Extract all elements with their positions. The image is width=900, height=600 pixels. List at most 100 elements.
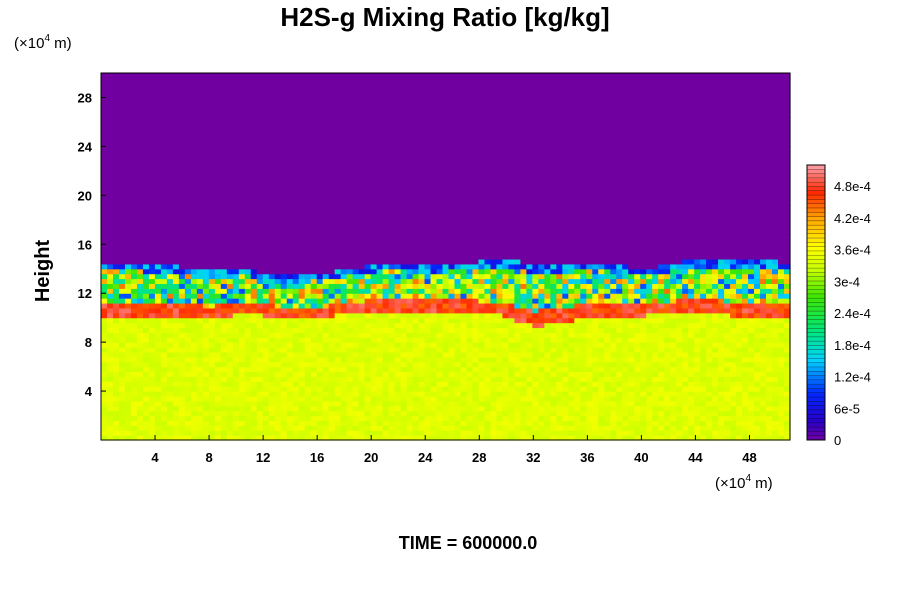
heatmap-cell [184,410,192,417]
heatmap-cell [316,121,324,128]
heatmap-cell [322,224,330,231]
heatmap-cell [334,430,342,436]
heatmap-cell [448,322,456,329]
heatmap-cell [418,229,426,236]
heatmap-cell [472,151,480,157]
heatmap-cell [412,244,420,250]
heatmap-cell [226,395,234,402]
heatmap-cell [292,82,300,89]
heatmap-cell [370,117,378,123]
heatmap-cell [280,371,288,377]
heatmap-cell [124,322,132,329]
heatmap-cell [472,249,480,255]
heatmap-cell [190,161,198,167]
heatmap-cell [430,342,438,348]
heatmap-cell [184,102,192,108]
heatmap-cell [202,293,210,299]
heatmap-cell [166,342,174,348]
heatmap-cell [388,366,396,373]
heatmap-cell [286,366,294,373]
heatmap-cell [250,371,258,377]
heatmap-cell [490,239,498,245]
heatmap-cell [148,268,156,275]
heatmap-cell [316,214,324,221]
heatmap-cell [358,366,366,373]
heatmap-cell [436,239,444,245]
heatmap-cell [478,337,486,343]
heatmap-cell [466,161,474,167]
heatmap-cell [418,347,426,353]
heatmap-cell [346,219,354,226]
heatmap-cell [346,351,354,358]
heatmap-cell [370,126,378,133]
heatmap-cell [298,239,306,245]
heatmap-cell [406,395,414,402]
heatmap-cell [244,293,252,299]
heatmap-cell [130,244,138,250]
heatmap-cell [244,415,252,422]
heatmap-cell [274,156,282,162]
heatmap-cell [142,386,150,392]
heatmap-cell [460,200,468,206]
heatmap-cell [292,327,300,333]
heatmap-cell [160,190,168,196]
heatmap-cell [346,112,354,118]
heatmap-cell [202,298,210,304]
heatmap-cell [490,126,498,133]
heatmap-cell [160,258,168,265]
heatmap-cell [280,351,288,358]
heatmap-cell [286,356,294,363]
heatmap-cell [101,337,108,343]
heatmap-cell [118,97,126,103]
heatmap-cell [178,121,186,128]
heatmap-cell [436,249,444,255]
heatmap-cell [112,175,120,182]
heatmap-cell [226,170,234,177]
heatmap-cell [280,317,288,324]
heatmap-cell [208,254,216,260]
heatmap-cell [454,322,462,329]
heatmap-cell [352,141,360,147]
heatmap-cell [304,249,312,255]
heatmap-cell [286,425,294,431]
heatmap-cell [166,317,174,324]
heatmap-cell [106,112,114,118]
heatmap-cell [142,136,150,143]
heatmap-cell [208,415,216,422]
heatmap-cell [478,317,486,324]
heatmap-cell [358,239,366,245]
heatmap-cell [490,430,498,436]
heatmap-cell [130,180,138,187]
heatmap-cell [178,112,186,118]
heatmap-cell [190,351,198,358]
heatmap-cell [262,161,270,167]
heatmap-cell [250,400,258,407]
heatmap-cell [292,239,300,245]
heatmap-cell [394,210,402,216]
heatmap-cell [292,92,300,99]
heatmap-cell [478,200,486,206]
heatmap-cell [316,205,324,211]
heatmap-cell [394,214,402,221]
heatmap-cell [130,376,138,382]
heatmap-cell [172,77,180,84]
heatmap-cell [382,77,390,84]
heatmap-cell [316,366,324,373]
heatmap-cell [442,229,450,236]
heatmap-cell [346,210,354,216]
heatmap-cell [496,258,504,265]
heatmap-cell [346,376,354,382]
heatmap-cell [346,107,354,113]
heatmap-cell [286,327,294,333]
heatmap-cell [496,430,504,436]
heatmap-cell [472,175,480,182]
heatmap-cell [172,342,180,348]
heatmap-cell [472,121,480,128]
heatmap-cell [400,170,408,177]
heatmap-cell [196,337,204,343]
heatmap-cell [238,151,246,157]
heatmap-cell [328,254,336,260]
heatmap-cell [280,249,288,255]
heatmap-cell [364,229,372,236]
heatmap-cell [136,156,144,162]
